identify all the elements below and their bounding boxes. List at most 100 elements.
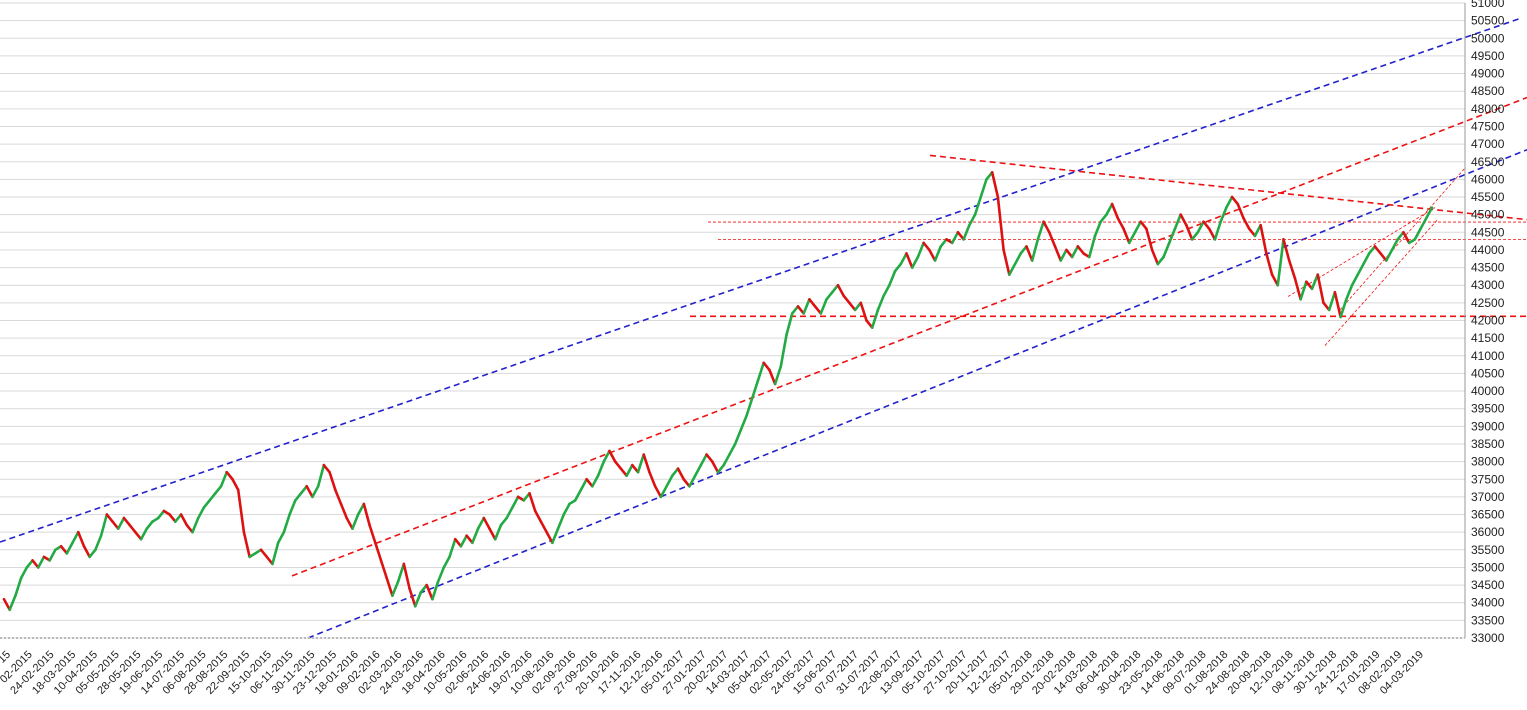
price-segment	[271, 541, 280, 566]
price-segment	[813, 305, 823, 315]
price-segment	[493, 523, 503, 541]
price-segment	[71, 530, 80, 545]
price-segment	[916, 241, 925, 259]
price-segment	[796, 305, 805, 315]
price-segment	[962, 223, 971, 241]
price-segment	[294, 492, 303, 502]
price-segment	[168, 513, 177, 523]
y-tick-label: 42500	[1471, 296, 1505, 310]
price-segment	[1179, 213, 1188, 227]
price-segment	[373, 541, 383, 562]
price-segment	[1059, 248, 1068, 262]
price-segment	[505, 506, 514, 520]
price-segment	[1190, 231, 1200, 241]
price-segment	[185, 523, 194, 534]
price-segment	[1173, 213, 1182, 231]
price-segment	[1287, 259, 1297, 280]
price-segment	[419, 583, 428, 594]
price-segment	[671, 467, 680, 478]
price-segment	[608, 449, 617, 463]
price-candles	[2, 171, 1434, 612]
price-segment	[1293, 276, 1302, 301]
y-tick-label: 50500	[1471, 14, 1505, 28]
price-segment	[25, 559, 34, 569]
price-segment	[762, 361, 771, 372]
price-segment	[785, 312, 794, 336]
price-segment	[219, 470, 229, 488]
price-segment	[899, 252, 908, 266]
price-segment	[8, 594, 17, 612]
price-segment	[1030, 238, 1040, 262]
rising-wedge-high-line	[1287, 207, 1436, 297]
price-segment	[768, 368, 777, 386]
price-segment	[2, 597, 12, 612]
price-segment	[939, 238, 948, 248]
price-segment	[1105, 202, 1114, 216]
price-segment	[1242, 216, 1251, 231]
price-segment	[1305, 280, 1314, 291]
price-segment	[1145, 227, 1154, 252]
price-segment	[1156, 255, 1165, 266]
price-segment	[436, 566, 446, 583]
y-tick-label: 48500	[1471, 84, 1505, 98]
price-segment	[1373, 245, 1382, 255]
upper-channel-line	[0, 17, 1521, 543]
price-segment	[665, 474, 674, 488]
price-segment	[579, 477, 588, 492]
price-segment	[471, 527, 480, 545]
price-segment	[1122, 227, 1131, 245]
price-segment	[242, 530, 251, 559]
y-tick-label: 43000	[1471, 278, 1505, 292]
price-segment	[1196, 220, 1205, 234]
price-segment	[682, 477, 691, 488]
price-segment	[31, 559, 40, 569]
y-axis: 33000 33500 34000 34500 35000 35500 36000 36500…	[0, 0, 1505, 645]
price-segment	[602, 449, 611, 463]
price-segment	[14, 576, 23, 597]
price-segment	[1202, 220, 1211, 231]
price-segment	[48, 548, 57, 562]
price-segment	[596, 460, 606, 478]
price-segment	[710, 460, 720, 474]
price-segment	[653, 485, 663, 499]
price-segment	[979, 178, 988, 199]
price-segment	[94, 534, 103, 552]
price-segment	[339, 502, 349, 520]
price-segment	[790, 305, 800, 315]
price-segment	[1133, 220, 1142, 234]
price-segment	[19, 566, 29, 580]
y-tick-label: 49000	[1471, 67, 1505, 81]
price-segment	[556, 513, 566, 530]
price-segment	[1207, 227, 1217, 241]
price-segment	[499, 516, 508, 527]
y-tick-label: 35000	[1471, 560, 1505, 574]
price-segment	[1070, 245, 1080, 259]
price-segment	[973, 195, 983, 216]
price-segment	[208, 492, 217, 502]
price-segment	[722, 453, 731, 467]
price-segment	[36, 555, 46, 569]
y-tick-label: 36000	[1471, 525, 1505, 539]
price-segment	[1276, 238, 1285, 287]
y-tick-label: 41500	[1471, 331, 1505, 345]
price-segment	[511, 495, 520, 509]
price-segment	[396, 562, 406, 583]
price-segment	[773, 365, 783, 386]
price-segment	[1259, 223, 1268, 255]
mid-channel-line	[291, 96, 1527, 577]
y-tick-label: 42000	[1471, 314, 1505, 328]
price-segment	[551, 527, 560, 545]
rising-wedge-low-line	[1324, 220, 1438, 346]
price-segment	[1367, 245, 1377, 255]
price-segment	[196, 506, 206, 520]
price-segment	[385, 576, 394, 597]
price-segment	[482, 516, 491, 530]
rising-wedge-outer-line	[1339, 167, 1466, 311]
y-tick-label: 38500	[1471, 437, 1505, 451]
price-segment	[1099, 213, 1108, 224]
price-segment	[1316, 273, 1325, 305]
price-segment	[1333, 290, 1342, 319]
y-tick-label: 39500	[1471, 402, 1505, 416]
price-segment	[1116, 216, 1125, 231]
price-segment	[1042, 220, 1051, 234]
